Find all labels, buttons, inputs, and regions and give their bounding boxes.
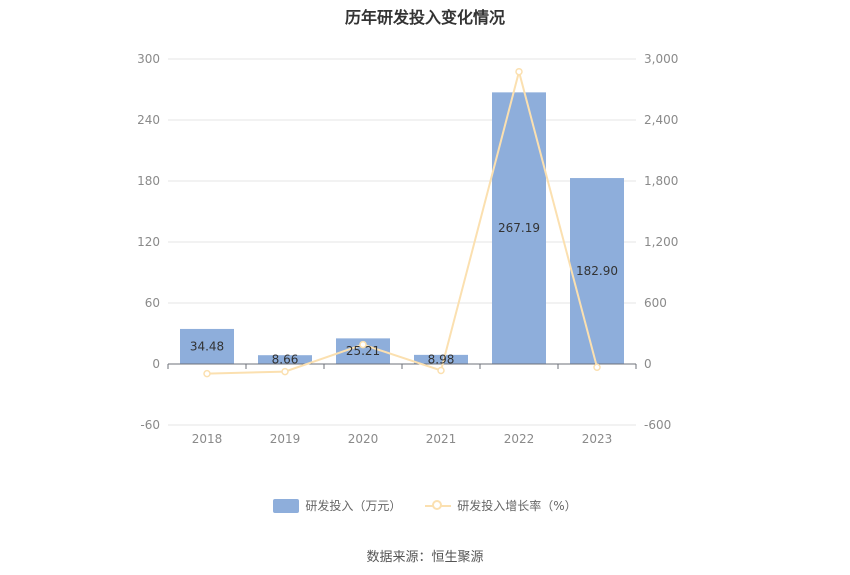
x-tick-label: 2019 [270, 432, 301, 446]
y-left-tick-label: 240 [137, 113, 160, 127]
growth-rate-point [515, 67, 523, 76]
bar [570, 178, 624, 364]
bar-value-label: 8.98 [428, 352, 455, 366]
growth-rate-point [359, 340, 367, 349]
y-right-tick-label: 3,000 [644, 52, 678, 66]
chart-plot: -60060120180240300-60006001,2001,8002,40… [137, 52, 678, 446]
legend-bar-swatch [273, 498, 300, 513]
y-right-tick-label: 0 [644, 357, 652, 371]
legend: 研发投入（万元） 研发投入增长率（%） [0, 497, 850, 516]
growth-rate-line [206, 67, 598, 375]
x-tick-label: 2022 [504, 432, 535, 446]
growth-rate-point [437, 366, 445, 375]
axes: -60060120180240300-60006001,2001,8002,40… [137, 52, 678, 446]
x-tick-label: 2020 [348, 432, 379, 446]
source-note: 数据来源：恒生聚源 [366, 550, 484, 565]
bar-series [180, 92, 624, 364]
chart-title: 历年研发投入变化情况 [344, 8, 505, 27]
bar-value-label: 182.90 [576, 264, 618, 278]
y-left-tick-label: 180 [137, 174, 160, 188]
y-right-tick-label: 600 [644, 296, 667, 310]
growth-rate-point [203, 369, 211, 378]
y-left-tick-label: 0 [152, 357, 160, 371]
legend-item-rd-investment[interactable]: 研发投入（万元） [273, 497, 401, 514]
bar-value-label: 267.19 [498, 221, 540, 235]
grid-lines [168, 58, 636, 426]
growth-rate-series [203, 67, 601, 378]
y-left-tick-label: -60 [140, 418, 160, 432]
y-right-tick-label: -600 [644, 418, 671, 432]
bar [180, 328, 234, 364]
x-tick-label: 2021 [426, 432, 457, 446]
legend-label-rd-investment: 研发投入（万元） [305, 499, 402, 513]
legend-label-growth-rate: 研发投入增长率（%） [457, 499, 577, 513]
data-labels: 34.48 8.66 25.21 8.98 267.19 182.90 [190, 221, 618, 366]
bar [414, 354, 468, 364]
bar-value-label: 34.48 [190, 339, 224, 353]
x-tick-label: 2018 [192, 432, 223, 446]
bar-value-label: 8.66 [272, 353, 299, 367]
y-left-tick-label: 60 [145, 296, 160, 310]
bar [258, 355, 312, 364]
y-left-tick-label: 120 [137, 235, 160, 249]
x-tick-label: 2023 [582, 432, 613, 446]
legend-line-swatch [425, 499, 452, 513]
y-right-tick-label: 1,200 [644, 235, 678, 249]
growth-rate-point [281, 367, 289, 376]
y-left-tick-label: 300 [137, 52, 160, 66]
bar-value-label: 25.21 [346, 344, 380, 358]
growth-rate-point [593, 363, 601, 372]
y-right-tick-label: 1,800 [644, 174, 678, 188]
y-right-tick-label: 2,400 [644, 113, 678, 127]
legend-item-growth-rate[interactable]: 研发投入增长率（%） [425, 497, 577, 514]
